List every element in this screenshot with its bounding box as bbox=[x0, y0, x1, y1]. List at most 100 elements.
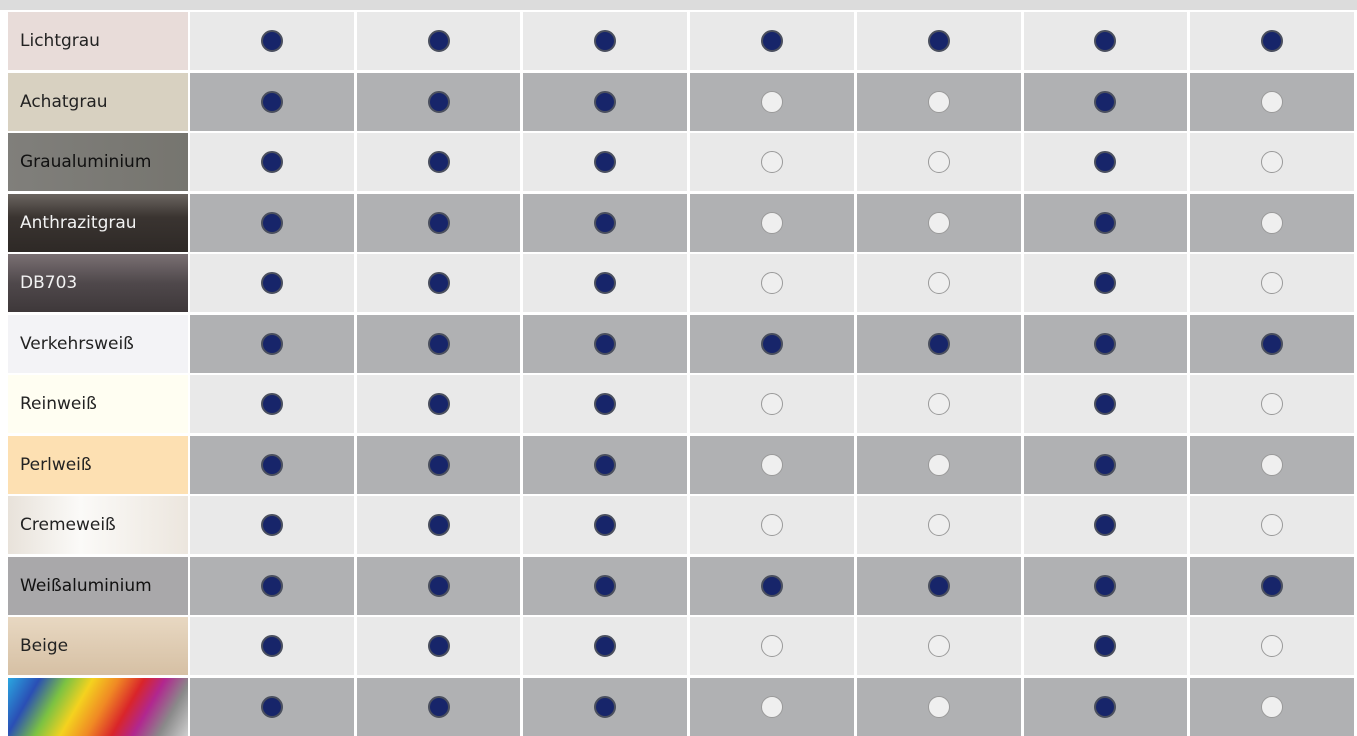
filled-dot bbox=[428, 272, 450, 294]
filled-dot bbox=[594, 393, 616, 415]
availability-cell bbox=[857, 678, 1021, 736]
color-swatch-label: Beige bbox=[8, 617, 188, 675]
availability-cell bbox=[690, 73, 854, 131]
availability-cell bbox=[690, 194, 854, 252]
availability-cell bbox=[523, 254, 687, 312]
empty-dot bbox=[928, 393, 950, 415]
color-swatch-label: Achatgrau bbox=[8, 73, 188, 131]
filled-dot bbox=[428, 393, 450, 415]
availability-cell bbox=[690, 12, 854, 70]
availability-cell bbox=[523, 194, 687, 252]
availability-cell bbox=[190, 254, 354, 312]
empty-dot bbox=[928, 454, 950, 476]
availability-cell bbox=[1190, 12, 1354, 70]
empty-dot bbox=[928, 635, 950, 657]
empty-dot bbox=[1261, 635, 1283, 657]
filled-dot bbox=[261, 575, 283, 597]
filled-dot bbox=[761, 575, 783, 597]
availability-cell bbox=[1024, 496, 1188, 554]
availability-cell bbox=[357, 254, 521, 312]
empty-dot bbox=[761, 212, 783, 234]
empty-dot bbox=[1261, 151, 1283, 173]
empty-dot bbox=[928, 696, 950, 718]
filled-dot bbox=[261, 30, 283, 52]
availability-cell bbox=[357, 436, 521, 494]
filled-dot bbox=[761, 30, 783, 52]
availability-cell bbox=[190, 133, 354, 191]
filled-dot bbox=[428, 151, 450, 173]
filled-dot bbox=[928, 575, 950, 597]
filled-dot bbox=[594, 575, 616, 597]
empty-dot bbox=[761, 635, 783, 657]
empty-dot bbox=[761, 696, 783, 718]
filled-dot bbox=[261, 151, 283, 173]
empty-dot bbox=[928, 151, 950, 173]
availability-cell bbox=[190, 678, 354, 736]
availability-cell bbox=[357, 315, 521, 373]
availability-cell bbox=[690, 254, 854, 312]
availability-cell bbox=[523, 315, 687, 373]
availability-cell bbox=[857, 133, 1021, 191]
availability-cell bbox=[1024, 12, 1188, 70]
availability-cell bbox=[1190, 557, 1354, 615]
availability-cell bbox=[1024, 375, 1188, 433]
empty-dot bbox=[928, 212, 950, 234]
filled-dot bbox=[428, 333, 450, 355]
availability-cell bbox=[1190, 678, 1354, 736]
filled-dot bbox=[428, 575, 450, 597]
filled-dot bbox=[1094, 696, 1116, 718]
filled-dot bbox=[594, 514, 616, 536]
filled-dot bbox=[261, 635, 283, 657]
availability-cell bbox=[1024, 678, 1188, 736]
availability-cell bbox=[523, 496, 687, 554]
availability-cell bbox=[857, 557, 1021, 615]
filled-dot bbox=[428, 454, 450, 476]
empty-dot bbox=[928, 514, 950, 536]
filled-dot bbox=[261, 454, 283, 476]
availability-cell bbox=[690, 557, 854, 615]
color-swatch-label: Perlweiß bbox=[8, 436, 188, 494]
availability-cell bbox=[523, 133, 687, 191]
color-swatch-label: Reinweiß bbox=[8, 375, 188, 433]
availability-cell bbox=[190, 73, 354, 131]
availability-cell bbox=[857, 315, 1021, 373]
page: LichtgrauAchatgrauGraualuminiumAnthrazit… bbox=[0, 0, 1357, 731]
empty-dot bbox=[761, 393, 783, 415]
availability-cell bbox=[523, 678, 687, 736]
availability-cell bbox=[690, 617, 854, 675]
filled-dot bbox=[261, 696, 283, 718]
filled-dot bbox=[1261, 30, 1283, 52]
filled-dot bbox=[1094, 91, 1116, 113]
availability-cell bbox=[690, 375, 854, 433]
filled-dot bbox=[1094, 30, 1116, 52]
filled-dot bbox=[594, 454, 616, 476]
availability-cell bbox=[1024, 194, 1188, 252]
filled-dot bbox=[261, 212, 283, 234]
empty-dot bbox=[1261, 393, 1283, 415]
filled-dot bbox=[594, 635, 616, 657]
availability-cell bbox=[190, 375, 354, 433]
availability-cell bbox=[690, 436, 854, 494]
filled-dot bbox=[261, 272, 283, 294]
filled-dot bbox=[928, 30, 950, 52]
availability-cell bbox=[523, 375, 687, 433]
filled-dot bbox=[1094, 151, 1116, 173]
filled-dot bbox=[594, 212, 616, 234]
filled-dot bbox=[261, 91, 283, 113]
availability-cell bbox=[1024, 436, 1188, 494]
availability-cell bbox=[1024, 254, 1188, 312]
color-swatch-label: Cremeweiß bbox=[8, 496, 188, 554]
filled-dot bbox=[1094, 454, 1116, 476]
color-swatch-label: Graualuminium bbox=[8, 133, 188, 191]
color-swatch-label: Lichtgrau bbox=[8, 12, 188, 70]
color-swatch-label: Verkehrsweiß bbox=[8, 315, 188, 373]
filled-dot bbox=[1094, 393, 1116, 415]
empty-dot bbox=[928, 272, 950, 294]
availability-cell bbox=[523, 557, 687, 615]
filled-dot bbox=[261, 393, 283, 415]
filled-dot bbox=[1094, 333, 1116, 355]
availability-cell bbox=[357, 496, 521, 554]
availability-cell bbox=[690, 315, 854, 373]
availability-cell bbox=[357, 194, 521, 252]
empty-dot bbox=[761, 91, 783, 113]
